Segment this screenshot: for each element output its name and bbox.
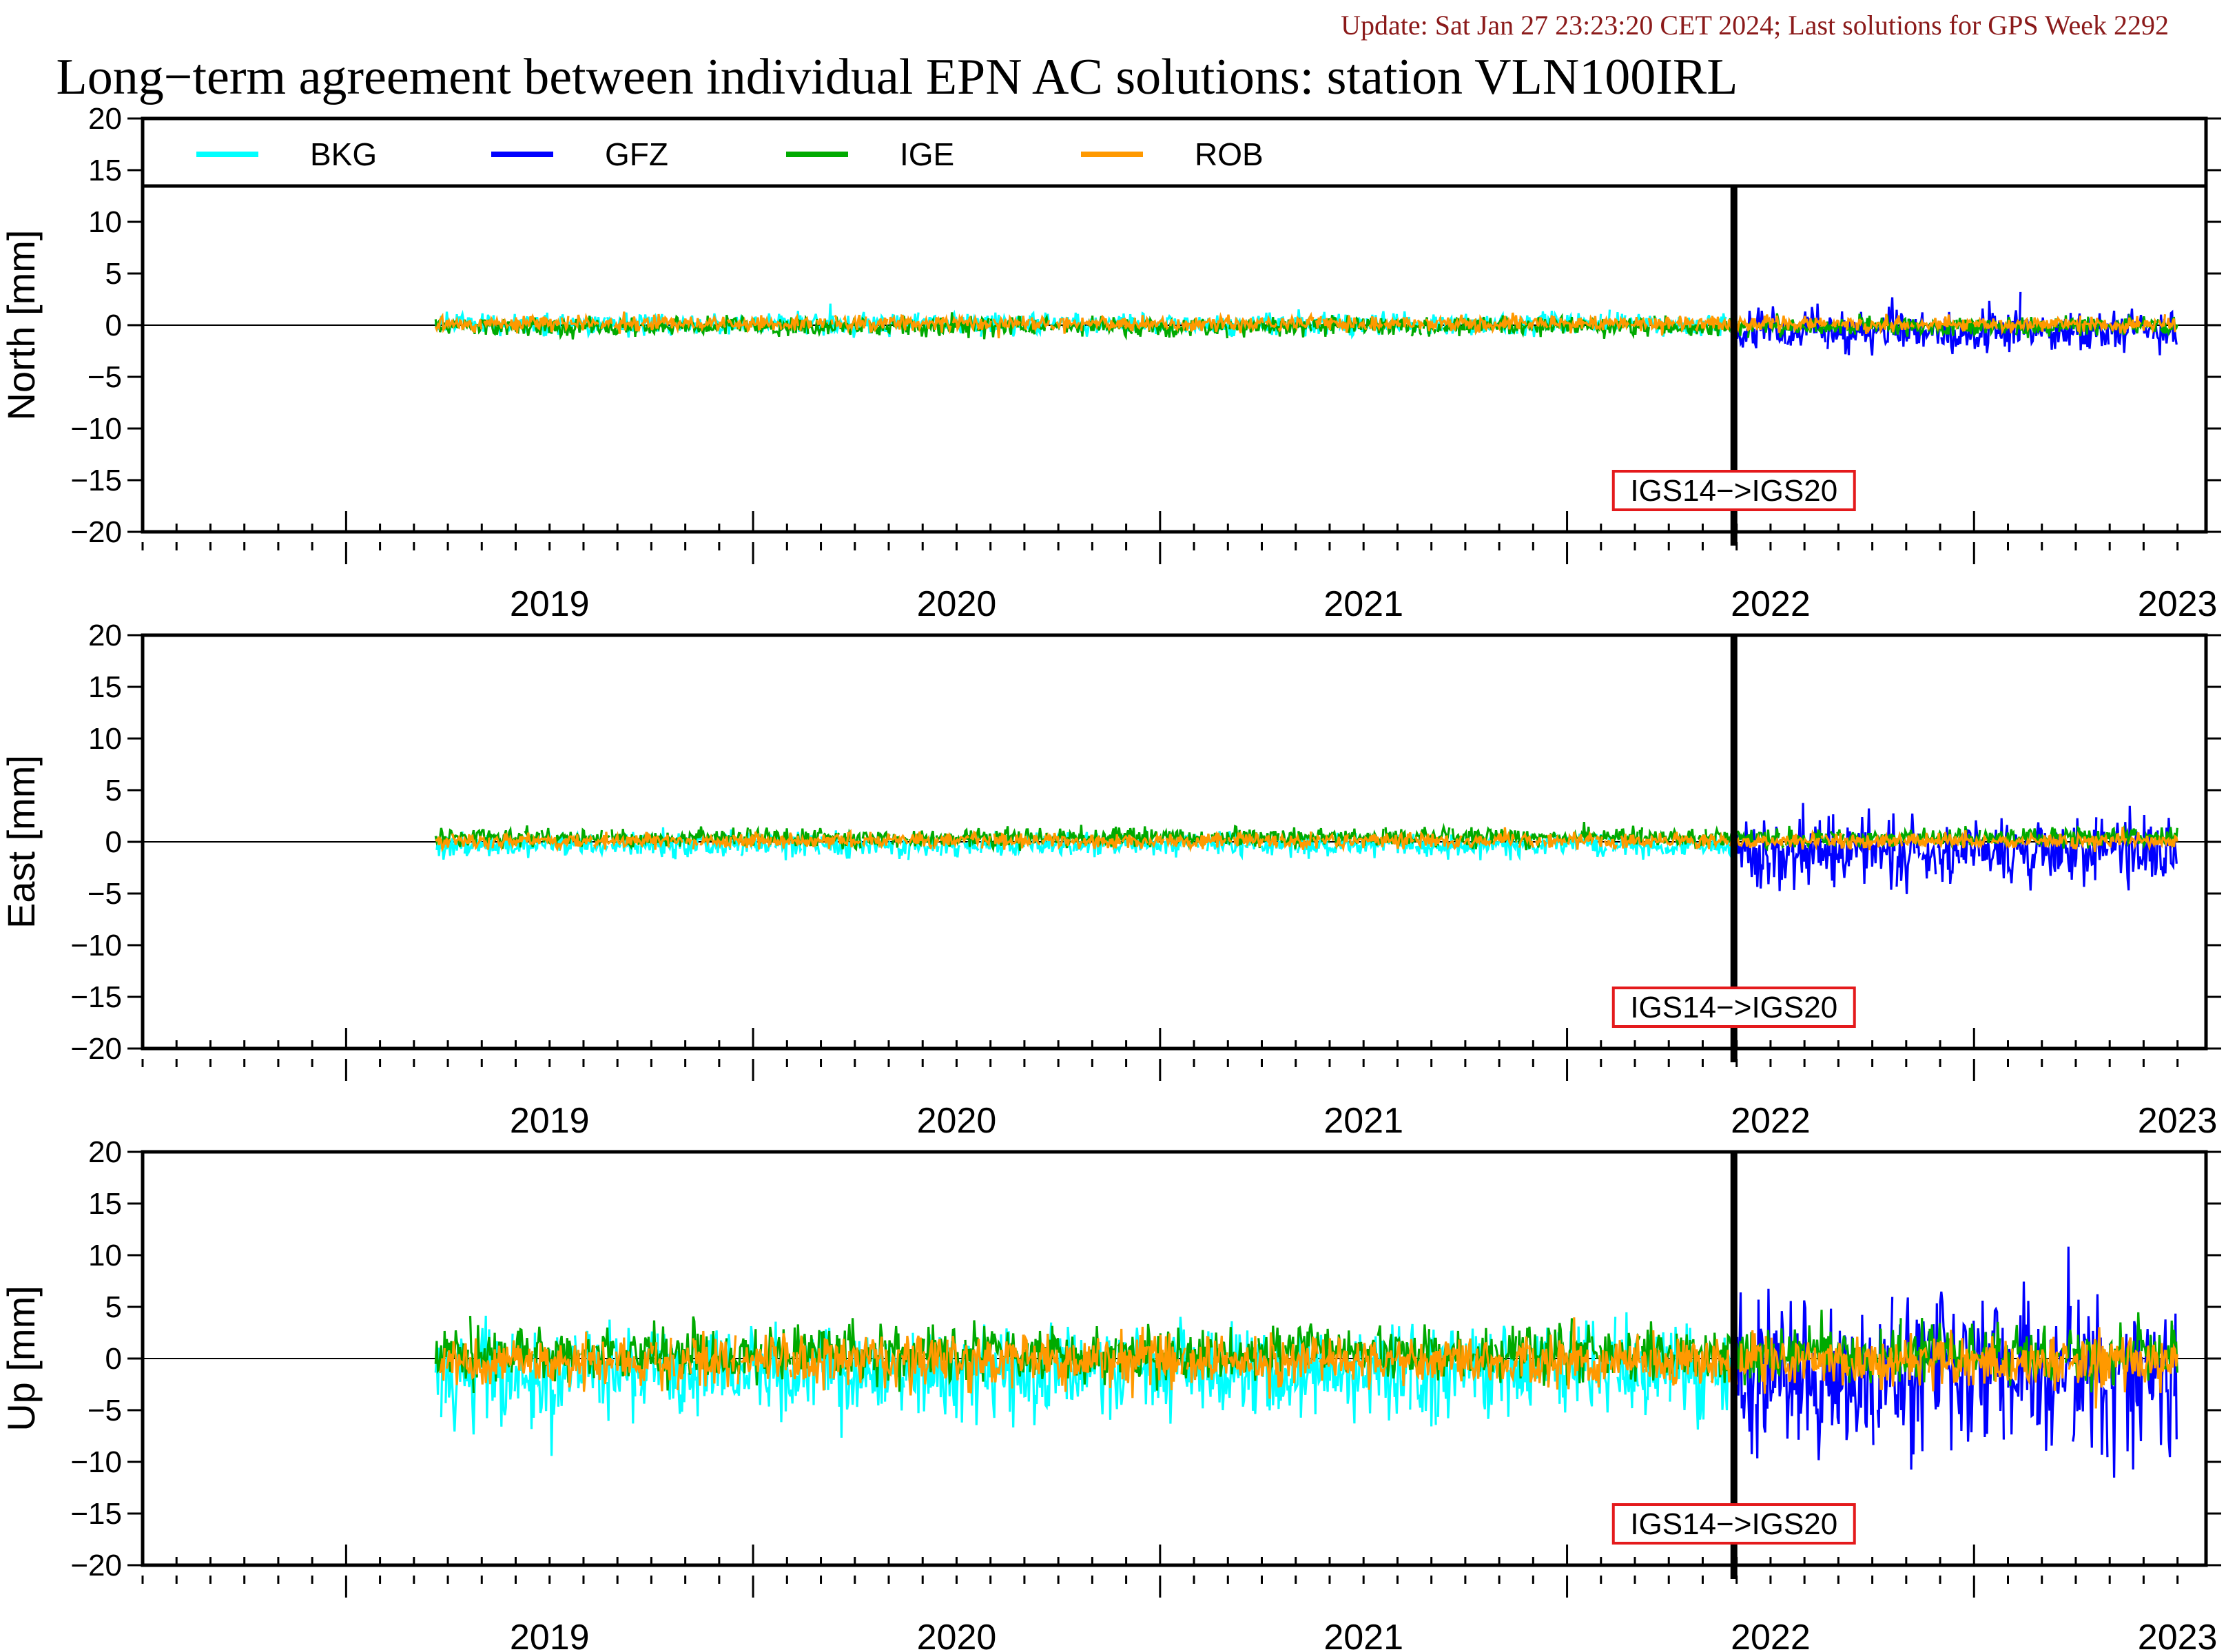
y-tick-label: −10 — [70, 1445, 122, 1479]
y-tick-label: −15 — [70, 1497, 122, 1531]
year-label: 2023 — [2138, 1618, 2218, 1652]
series-line-rob — [439, 1317, 2178, 1409]
year-label: 2022 — [1731, 1618, 1811, 1652]
y-tick-label: 5 — [105, 257, 122, 291]
y-tick-label: −5 — [87, 877, 122, 911]
y-tick-label: −5 — [87, 360, 122, 394]
year-label: 2022 — [1731, 1101, 1811, 1141]
legend-label-rob: ROB — [1195, 136, 1264, 172]
y-tick-label: −15 — [70, 980, 122, 1014]
y-tick-label: 10 — [88, 722, 122, 756]
y-tick-label: 0 — [105, 1342, 122, 1376]
year-label: 2021 — [1323, 584, 1403, 624]
transition-label: IGS14−>IGS20 — [1630, 991, 1837, 1024]
panel-north: 20 15 10 5 0 −5 −10 −15 −20 North [mm] 2019 2020 202… — [0, 102, 2221, 624]
y-tick-label: 15 — [88, 1187, 122, 1221]
y-tick-label: −10 — [70, 412, 122, 446]
legend-label-gfz: GFZ — [605, 136, 668, 172]
legend — [141, 116, 2208, 188]
y-tick-label: 0 — [105, 309, 122, 342]
y-tick-label: 5 — [105, 774, 122, 807]
year-label: 2020 — [917, 1618, 997, 1652]
year-label: 2019 — [510, 584, 590, 624]
year-label: 2021 — [1323, 1618, 1403, 1652]
series-line-gfz — [1733, 803, 2178, 894]
year-label: 2020 — [917, 584, 997, 624]
y-tick-label: 10 — [88, 1239, 122, 1272]
y-tick-label: 0 — [105, 825, 122, 859]
panel-up: 20 15 10 5 0 −5 −10 −15 −20 Up [mm] 2019 2020 2021 20… — [0, 1135, 2221, 1652]
y-axis-label: East [mm] — [0, 755, 43, 929]
y-tick-label: −20 — [70, 1549, 122, 1582]
chart-title: Long−term agreement between individual E… — [56, 49, 1738, 105]
legend-label-bkg: BKG — [310, 136, 377, 172]
transition-label-box — [1611, 987, 1856, 1028]
year-label: 2022 — [1731, 584, 1811, 624]
transition-label: IGS14−>IGS20 — [1630, 474, 1837, 508]
y-tick-label: −5 — [87, 1394, 122, 1427]
y-tick-label: −10 — [70, 929, 122, 962]
y-tick-label: 20 — [88, 102, 122, 136]
y-tick-label: −20 — [70, 515, 122, 549]
year-label: 2021 — [1323, 1101, 1403, 1141]
y-axis-label: North [mm] — [0, 230, 43, 421]
y-tick-label: 20 — [88, 1135, 122, 1169]
y-tick-label: −15 — [70, 464, 122, 497]
legend-label-ige: IGE — [900, 136, 954, 172]
y-tick-label: 15 — [88, 154, 122, 187]
y-tick-label: 10 — [88, 205, 122, 239]
update-text: Update: Sat Jan 27 23:23:20 CET 2024; La… — [1341, 10, 2169, 41]
year-label: 2023 — [2138, 1101, 2218, 1141]
year-label: 2019 — [510, 1101, 590, 1141]
y-tick-label: 5 — [105, 1290, 122, 1324]
y-tick-label: 20 — [88, 619, 122, 652]
year-label: 2023 — [2138, 584, 2218, 624]
transition-label-box — [1611, 1503, 1856, 1545]
year-label: 2020 — [917, 1101, 997, 1141]
year-label: 2019 — [510, 1618, 590, 1652]
panel-east: 20 15 10 5 0 −5 −10 −15 −20 East [mm] 2019 2020 2021… — [0, 619, 2221, 1141]
transition-label-box — [1611, 470, 1856, 511]
y-axis-label: Up [mm] — [0, 1286, 43, 1432]
series-line-rob — [435, 827, 2178, 853]
y-tick-label: −20 — [70, 1032, 122, 1066]
transition-label: IGS14−>IGS20 — [1630, 1507, 1837, 1541]
y-tick-label: 15 — [88, 670, 122, 704]
